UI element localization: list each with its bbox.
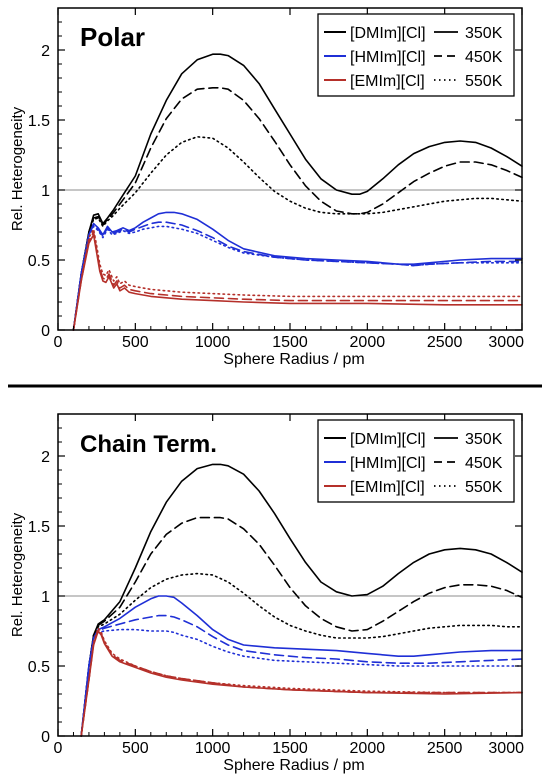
x-axis-label: Sphere Radius / pm <box>223 351 364 368</box>
series-dmimcl-350k-line <box>80 463 523 737</box>
series-dmimcl-450k-line <box>80 516 523 737</box>
series-hmimcl-550k-line <box>80 628 523 737</box>
series-hmimcl-550k-line <box>72 225 523 331</box>
legend-compound-label: [EMIm][Cl] <box>350 479 425 496</box>
y-tick-label: 1 <box>41 183 50 200</box>
polar-chart-panel: 0 500 1000 1500 2000 2500 3000 0 0.5 1 1.5 2 Sphere … <box>9 7 524 368</box>
x-tick-label: 2000 <box>350 334 386 351</box>
x-tick-label: 0 <box>54 740 63 757</box>
y-tick-label: 2 <box>41 43 50 60</box>
series-hmimcl-450k-line <box>72 221 523 331</box>
x-axis-label: Sphere Radius / pm <box>223 757 364 774</box>
series-emimcl-550k-line <box>72 228 523 331</box>
series-emimcl-350k-line <box>80 630 523 737</box>
series-dmimcl-350k-line <box>72 53 523 331</box>
legend-temperature-label: 350K <box>465 431 503 448</box>
x-tick-label: 1500 <box>272 740 308 757</box>
x-tick-label: 1000 <box>195 334 231 351</box>
y-tick-label: 0 <box>41 323 50 340</box>
series-emimcl-450k-line <box>80 628 523 737</box>
y-axis-label: Rel. Heterogeneity <box>9 106 26 231</box>
series-hmimcl-350k-line <box>72 211 523 331</box>
y-axis-label: Rel. Heterogeneity <box>9 512 26 637</box>
legend-box <box>317 419 515 503</box>
chain-term-chart-panel: 0 500 1000 1500 2000 2500 3000 0 0.5 1 1.5 2 Sphere … <box>9 413 524 774</box>
legend-box <box>317 13 515 97</box>
x-tick-label: 500 <box>122 334 149 351</box>
series-emimcl-450k-line <box>72 231 523 331</box>
legend-temperature-label: 450K <box>465 455 503 472</box>
x-tick-label: 2500 <box>427 740 463 757</box>
legend-compound-label: [DMIm][Cl] <box>350 431 426 448</box>
y-tick-label: 2 <box>41 449 50 466</box>
y-tick-label: 1 <box>41 589 50 606</box>
legend-temperature-label: 450K <box>465 49 503 66</box>
x-tick-label: 1500 <box>272 334 308 351</box>
x-tick-label: 2500 <box>427 334 463 351</box>
y-tick-label: 0.5 <box>28 659 50 676</box>
series-hmimcl-450k-line <box>80 614 523 737</box>
chart-title: Polar <box>80 22 145 52</box>
legend-temperature-label: 550K <box>465 73 503 90</box>
y-tick-label: 1.5 <box>28 519 50 536</box>
legend-compound-label: [HMIm][Cl] <box>350 455 426 472</box>
series-dmimcl-550k-line <box>80 572 523 737</box>
legend-compound-label: [HMIm][Cl] <box>350 49 426 66</box>
series-emimcl-550k-line <box>80 627 523 737</box>
legend-compound-label: [EMIm][Cl] <box>350 73 425 90</box>
series-emimcl-350k-line <box>72 234 523 331</box>
series-hmimcl-350k-line <box>80 595 523 737</box>
x-tick-label: 3000 <box>488 740 524 757</box>
y-tick-label: 0 <box>41 729 50 746</box>
legend-compound-label: [DMIm][Cl] <box>350 25 426 42</box>
legend-temperature-label: 550K <box>465 479 503 496</box>
series-dmimcl-550k-line <box>72 136 523 331</box>
series-dmimcl-450k-line <box>72 87 523 331</box>
legend-temperature-label: 350K <box>465 25 503 42</box>
x-tick-label: 500 <box>122 740 149 757</box>
x-tick-label: 0 <box>54 334 63 351</box>
x-tick-label: 2000 <box>350 740 386 757</box>
y-tick-label: 1.5 <box>28 113 50 130</box>
chart-title: Chain Term. <box>80 431 217 458</box>
y-tick-label: 0.5 <box>28 253 50 270</box>
x-tick-label: 1000 <box>195 740 231 757</box>
x-tick-label: 3000 <box>488 334 524 351</box>
